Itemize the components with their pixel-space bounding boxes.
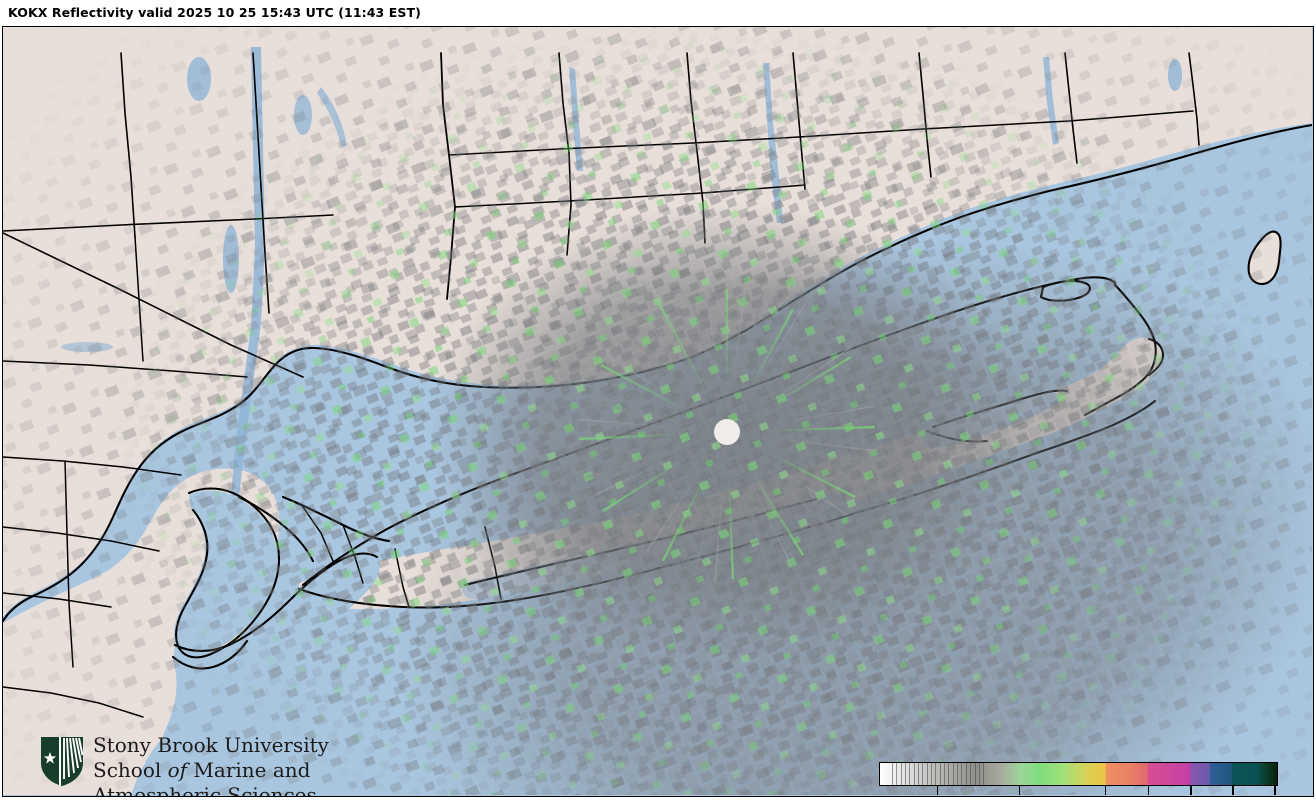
colorbar-label-50: 50 <box>1139 795 1158 796</box>
reflectivity-colorbar[interactable]: 0 20 40 50 60 70 80 <box>879 762 1285 796</box>
colorbar-minor-tick <box>917 763 919 785</box>
radar-map-frame[interactable]: Stony Brook University School of Marine … <box>2 26 1314 797</box>
colorbar-minor-tick <box>965 763 967 785</box>
logo-line-2: School of Marine and <box>93 758 333 783</box>
colorbar-tick <box>1147 786 1149 795</box>
colorbar-tick <box>936 786 939 795</box>
colorbar-tick <box>1232 786 1234 795</box>
colorbar-minor-tick <box>948 763 950 785</box>
colorbar-gradient-box[interactable] <box>879 762 1278 786</box>
colorbar-minor-tick <box>891 763 893 785</box>
colorbar-label-40: 40 <box>1096 795 1115 796</box>
colorbar-label-20: 20 <box>1010 795 1029 796</box>
colorbar-minor-tick <box>935 763 937 785</box>
page-title: KOKX Reflectivity valid 2025 10 25 15:43… <box>8 5 421 20</box>
colorbar-tick <box>1274 786 1276 795</box>
colorbar-minor-tick <box>939 763 941 785</box>
logo-line-1: Stony Brook University <box>93 733 329 757</box>
colorbar-minor-tick <box>926 763 928 785</box>
logo-line-2a: School <box>93 758 168 782</box>
colorbar-label-70: 70 <box>1223 795 1242 796</box>
colorbar-label-80: 80 <box>1265 795 1284 796</box>
colorbar-label-0: 0 <box>933 795 943 796</box>
colorbar-minor-tick <box>952 763 954 785</box>
colorbar-minor-tick <box>931 763 933 785</box>
colorbar-minor-tick <box>944 763 946 785</box>
colorbar-minor-tick <box>913 763 915 785</box>
sbu-logo-text: Stony Brook University School of Marine … <box>93 733 333 797</box>
colorbar-tick <box>1190 786 1192 795</box>
logo-line-2-italic: of <box>167 758 188 782</box>
colorbar-label-60: 60 <box>1181 795 1200 796</box>
colorbar-minor-tick <box>922 763 924 785</box>
colorbar-minor-tick <box>957 763 959 785</box>
colorbar-minor-tick <box>974 763 976 785</box>
sbu-logo: Stony Brook University School of Marine … <box>39 733 329 796</box>
logo-line-2b: Marine and <box>187 758 311 782</box>
radar-map-canvas[interactable]: Stony Brook University School of Marine … <box>3 27 1313 796</box>
colorbar-minor-tick <box>909 763 911 785</box>
colorbar-minor-tick <box>900 763 902 785</box>
colorbar-tick <box>1019 786 1021 795</box>
radar-center-marker <box>714 419 740 445</box>
colorbar-minor-tick <box>904 763 906 785</box>
colorbar-minor-tick <box>983 763 985 785</box>
shield-icon <box>41 737 84 786</box>
radar-echo-layer <box>3 27 1312 795</box>
colorbar-minor-tick <box>978 763 980 785</box>
colorbar-tick <box>1105 786 1107 795</box>
logo-line-3: Atmospheric Sciences <box>93 783 317 797</box>
colorbar-minor-tick <box>961 763 963 785</box>
colorbar-minor-tick <box>896 763 898 785</box>
colorbar-minor-tick <box>970 763 972 785</box>
